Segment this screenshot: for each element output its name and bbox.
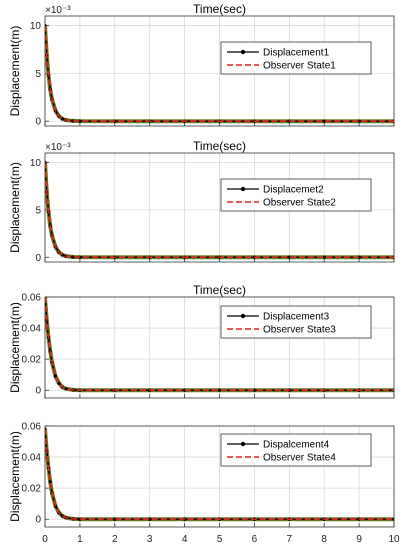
legend-entry: Observer State3 (263, 325, 336, 336)
y-tick-label: 5 (35, 69, 41, 80)
y-axis-label: Displacement(m) (8, 162, 22, 253)
y-tick-label: 0.02 (22, 355, 42, 366)
legend-entry: Observer State2 (263, 198, 336, 209)
legend-marker (240, 49, 246, 55)
x-tick-label: 5 (217, 534, 223, 545)
y-tick-label: 10 (30, 158, 42, 169)
data-point (148, 517, 152, 521)
chart-panel-1: 0 5 10×10⁻³ Time(sec) Displacement(m) Displac… (8, 2, 395, 128)
data-point (71, 255, 75, 259)
chart-panel-2: 0 5 10×10⁻³ Time(sec) Displacement(m) Displac… (8, 139, 395, 264)
data-point (392, 517, 394, 521)
x-tick-label: 7 (287, 534, 293, 545)
y-tick-label: 0.02 (22, 484, 42, 495)
data-point (322, 255, 326, 259)
legend-marker (240, 186, 246, 192)
y-axis-label: Displacement(m) (8, 431, 22, 522)
y-axis-multiplier: ×10⁻³ (45, 142, 71, 153)
x-tick-label: 2 (112, 534, 118, 545)
y-tick-label: 5 (35, 205, 41, 216)
series-line (45, 429, 394, 521)
y-axis-multiplier: ×10⁻³ (45, 5, 71, 16)
legend-entry: Displacemet2 (263, 185, 324, 196)
chart-panel-3: 0 0.02 0.04 0.06 Time(sec) Displacement(m) Dis… (8, 283, 395, 399)
legend-box (220, 41, 372, 75)
chart-panel-4: 0 0.02 0.04 0.06 0 1 2 3 4 5 6 7 8 9 10 Displacement(m)… (8, 422, 400, 546)
y-tick-label: 0.06 (22, 293, 42, 304)
data-point (322, 119, 326, 123)
chart-title: Time(sec) (193, 2, 246, 16)
y-tick-label: 10 (30, 21, 42, 32)
legend-marker (240, 313, 246, 319)
legend-marker (240, 441, 246, 447)
x-tick-label: 4 (182, 534, 188, 545)
y-tick-label: 0.06 (22, 422, 42, 433)
y-tick-label: 0 (35, 386, 41, 397)
chart-title: Time(sec) (193, 139, 246, 153)
x-tick-label: 1 (77, 534, 83, 545)
x-tick-label: 3 (147, 534, 153, 545)
y-tick-label: 0 (35, 253, 41, 264)
y-tick-label: 0.04 (22, 453, 42, 464)
data-point (217, 388, 222, 392)
x-tick-label: 9 (356, 534, 362, 545)
y-tick-label: 0 (35, 117, 41, 128)
x-tick-label: 8 (321, 534, 327, 545)
series-line (45, 297, 394, 392)
legend-box (220, 305, 372, 339)
series-line (45, 25, 394, 123)
y-axis-label: Displacement(m) (8, 302, 22, 393)
legend-box (220, 433, 372, 467)
legend-entry: Displacement1 (263, 48, 330, 59)
x-tick-label: 10 (388, 534, 400, 545)
x-tick-label: 0 (42, 534, 48, 545)
data-point (113, 517, 117, 521)
y-axis-label: Displacement(m) (8, 26, 22, 117)
x-tick-label: 6 (252, 534, 258, 545)
data-point (357, 119, 361, 123)
series-line (45, 162, 394, 259)
y-tick-label: 0.04 (22, 324, 42, 335)
legend-entry: Observer State1 (263, 61, 336, 72)
legend-entry: Observer State4 (263, 453, 336, 464)
chart-title: Time(sec) (193, 283, 246, 297)
y-tick-label: 0 (35, 515, 41, 526)
legend-entry: Displacement3 (263, 312, 330, 323)
legend-entry: Dispalcement4 (263, 440, 330, 451)
legend-box (220, 178, 372, 212)
